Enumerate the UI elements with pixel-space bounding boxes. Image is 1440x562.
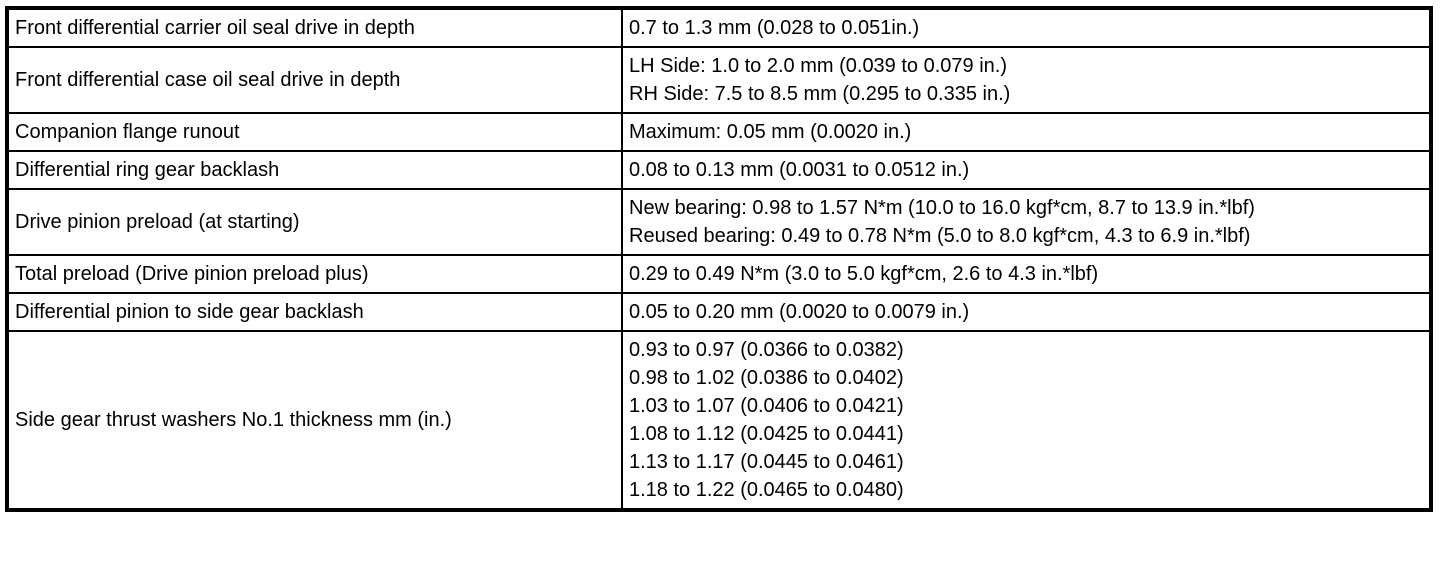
spec-value-line: 0.7 to 1.3 mm (0.028 to 0.051in.)	[629, 17, 920, 39]
spec-value-cell: 0.93 to 0.97 (0.0366 to 0.0382) 0.98 to 1…	[621, 330, 1432, 511]
spec-value-line: 1.13 to 1.17 (0.0445 to 0.0461)	[629, 451, 904, 473]
spec-value-cell: New bearing: 0.98 to 1.57 N*m (10.0 to 1…	[621, 188, 1432, 256]
spec-value-cell: LH Side: 1.0 to 2.0 mm (0.039 to 0.079 i…	[621, 46, 1432, 114]
spec-value-line: 0.98 to 1.02 (0.0386 to 0.0402)	[629, 367, 904, 389]
spec-row: Front differential carrier oil seal driv…	[6, 7, 1432, 48]
spec-label-cell: Front differential case oil seal drive i…	[6, 46, 623, 114]
spec-label-cell: Companion flange runout	[6, 112, 623, 152]
spec-value-line: LH Side: 1.0 to 2.0 mm (0.039 to 0.079 i…	[629, 55, 1007, 77]
spec-value-line: 0.29 to 0.49 N*m (3.0 to 5.0 kgf*cm, 2.6…	[629, 263, 1099, 285]
spec-value-cell: 0.05 to 0.20 mm (0.0020 to 0.0079 in.)	[621, 292, 1432, 332]
spec-value-line: 0.08 to 0.13 mm (0.0031 to 0.0512 in.)	[629, 159, 970, 181]
spec-value-line: 1.08 to 1.12 (0.0425 to 0.0441)	[629, 423, 904, 445]
spec-label-cell: Front differential carrier oil seal driv…	[6, 7, 623, 48]
spec-value-line: Reused bearing: 0.49 to 0.78 N*m (5.0 to…	[629, 225, 1251, 247]
spec-value-line: Maximum: 0.05 mm (0.0020 in.)	[629, 121, 912, 143]
spec-value-line: 0.93 to 0.97 (0.0366 to 0.0382)	[629, 339, 904, 361]
spec-value-cell: 0.08 to 0.13 mm (0.0031 to 0.0512 in.)	[621, 150, 1432, 190]
spec-table-body: Front differential carrier oil seal driv…	[6, 7, 1432, 511]
spec-value-line: 0.05 to 0.20 mm (0.0020 to 0.0079 in.)	[629, 301, 970, 323]
spec-label-cell: Drive pinion preload (at starting)	[6, 188, 623, 256]
spec-label-cell: Differential pinion to side gear backlas…	[6, 292, 623, 332]
spec-row: Side gear thrust washers No.1 thickness …	[6, 330, 1432, 511]
spec-row: Differential ring gear backlash 0.08 to 0…	[6, 150, 1432, 190]
spec-value-cell: 0.29 to 0.49 N*m (3.0 to 5.0 kgf*cm, 2.6…	[621, 254, 1432, 294]
spec-value-line: 1.03 to 1.07 (0.0406 to 0.0421)	[629, 395, 904, 417]
spec-value-cell: 0.7 to 1.3 mm (0.028 to 0.051in.)	[621, 7, 1432, 48]
spec-value-line: RH Side: 7.5 to 8.5 mm (0.295 to 0.335 i…	[629, 83, 1011, 105]
spec-row: Front differential case oil seal drive i…	[6, 46, 1432, 114]
spec-row: Companion flange runout Maximum: 0.05 mm …	[6, 112, 1432, 152]
spec-value-line: 1.18 to 1.22 (0.0465 to 0.0480)	[629, 479, 904, 501]
spec-value-line: New bearing: 0.98 to 1.57 N*m (10.0 to 1…	[629, 197, 1255, 219]
spec-row: Drive pinion preload (at starting) New be…	[6, 188, 1432, 256]
spec-label-cell: Total preload (Drive pinion preload plus…	[6, 254, 623, 294]
spec-value-cell: Maximum: 0.05 mm (0.0020 in.)	[621, 112, 1432, 152]
spec-row: Total preload (Drive pinion preload plus…	[6, 254, 1432, 294]
spec-row: Differential pinion to side gear backlas…	[6, 292, 1432, 332]
spec-label-cell: Side gear thrust washers No.1 thickness …	[6, 330, 623, 511]
spec-label-cell: Differential ring gear backlash	[6, 150, 623, 190]
specification-table: Front differential carrier oil seal driv…	[5, 6, 1433, 512]
